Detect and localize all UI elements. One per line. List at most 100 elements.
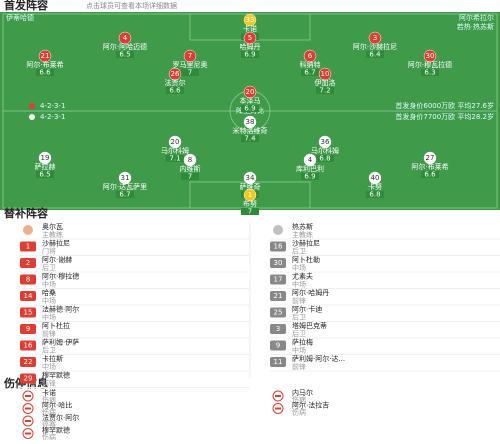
player-number: 4 <box>123 34 128 42</box>
player-jersey[interactable] <box>38 49 52 63</box>
away-team: 阿尔希拉尔 <box>459 13 494 22</box>
player-jersey[interactable] <box>243 13 257 27</box>
player-rating: 6.6 <box>39 69 51 77</box>
player-jersey[interactable] <box>243 171 257 185</box>
player-name: 伊加洛 <box>315 78 336 87</box>
player-number: 4 <box>308 156 313 164</box>
player-name: 科纳特 <box>300 60 321 69</box>
sub-note: 中场 <box>292 346 306 355</box>
sub-number: 17 <box>274 276 283 284</box>
rating-box <box>241 135 259 142</box>
sub-name: 塔姆巴克蒂 <box>292 321 327 330</box>
sub-note: 主教练 <box>42 230 63 239</box>
player-jersey[interactable] <box>168 135 182 149</box>
sub-number: 3 <box>276 325 280 333</box>
player-name: 萨维奇 <box>240 182 261 191</box>
sub-number: 2 <box>26 259 30 267</box>
player-jersey[interactable] <box>38 151 52 165</box>
sub-number: 8 <box>26 276 30 284</box>
player-name: 马尔科姆 <box>161 146 189 155</box>
sub-name: 沙赫拉尼 <box>42 239 70 248</box>
sub-name: 萨拉梅 <box>292 338 313 347</box>
injury-name: 阿尔·法拉吉 <box>292 401 329 410</box>
player-number: 8 <box>188 156 192 164</box>
injury-note: 停赛 <box>42 420 56 429</box>
sub-number: 21 <box>274 292 283 300</box>
player-jersey[interactable] <box>243 188 257 202</box>
player-number: 40 <box>371 174 380 182</box>
number-badge <box>20 258 36 268</box>
rating-box <box>181 173 199 180</box>
sub-note: 中场 <box>42 362 56 371</box>
injury-mark <box>275 395 281 397</box>
section-title: 替补阵容 <box>4 206 48 220</box>
player-jersey[interactable] <box>183 49 197 63</box>
player-jersey[interactable] <box>168 67 182 81</box>
player-jersey[interactable] <box>303 49 317 63</box>
sub-number: 29 <box>24 375 33 383</box>
player-name: 马尔科姆 <box>311 146 339 155</box>
player-name: 布努 <box>243 199 257 208</box>
player-jersey[interactable] <box>303 153 317 167</box>
player-jersey[interactable] <box>243 31 257 45</box>
injury-note: 伤病 <box>42 395 56 404</box>
player-name: 阿尔·沙赫拉尼 <box>353 42 397 51</box>
player-number: 36 <box>321 138 330 146</box>
sub-name: 阿尔·穆拉德 <box>42 272 79 281</box>
rating-box <box>316 87 334 94</box>
number-badge <box>20 373 36 384</box>
rating-box <box>301 69 319 76</box>
player-name: 卡诺 <box>243 24 257 33</box>
avatar <box>273 225 283 235</box>
player-rating: 6.8 <box>369 191 380 199</box>
player-name: 阿尔·阿哈迈德 <box>103 42 147 51</box>
player-number: 3 <box>373 34 377 42</box>
player-jersey[interactable] <box>423 151 437 165</box>
team-icon <box>29 114 35 120</box>
player-jersey[interactable] <box>118 31 132 45</box>
sub-name: 阿卜杜勒 <box>292 255 320 264</box>
player-jersey[interactable] <box>318 67 332 81</box>
number-badge <box>20 340 36 351</box>
number-badge <box>270 307 286 318</box>
sub-name: 阿卜杜拉 <box>42 321 70 330</box>
sub-number: 16 <box>24 342 33 350</box>
away-coach: 若热·热苏斯 <box>457 22 494 31</box>
rating-box <box>241 208 259 215</box>
player-jersey[interactable] <box>118 171 132 185</box>
sub-number: 30 <box>274 259 283 267</box>
player-rating: 6.5 <box>119 51 130 59</box>
rating-box <box>181 69 199 76</box>
player-jersey[interactable] <box>243 115 257 129</box>
player-number: 27 <box>426 154 435 162</box>
player-jersey[interactable] <box>423 49 437 63</box>
home-team: 伊蒂哈德 <box>6 13 34 22</box>
sub-note: 前锋 <box>42 379 56 388</box>
player-jersey[interactable] <box>243 85 257 99</box>
player-rating: 7.2 <box>319 87 330 95</box>
sub-number: 9 <box>26 325 30 333</box>
number-badge <box>20 291 36 301</box>
player-name: 本泽马 <box>240 96 261 105</box>
player-name: 阿尔·布莱希 <box>26 60 63 69</box>
number-badge <box>20 307 36 318</box>
player-number: 7 <box>188 52 192 60</box>
player-jersey[interactable] <box>318 135 332 149</box>
sub-number: 16 <box>274 243 283 251</box>
sub-name: 穆罕默德 <box>42 371 70 380</box>
sub-name: 热苏斯 <box>292 222 313 231</box>
sub-note: 主教练 <box>292 230 313 239</box>
sub-note: 中场 <box>42 296 56 305</box>
player-jersey[interactable] <box>368 31 382 45</box>
player-name: 哈姆丹 <box>240 42 261 51</box>
player-jersey[interactable] <box>183 153 197 167</box>
player-jersey[interactable] <box>368 171 382 185</box>
injury-name: 内马尔 <box>292 388 313 397</box>
player-number: 19 <box>41 154 50 162</box>
sub-name: 卡拉斯 <box>42 354 63 363</box>
rating-box <box>166 87 184 94</box>
number-badge <box>20 274 36 285</box>
section-title: 首发阵容 <box>4 0 48 12</box>
player-number: 21 <box>41 52 50 60</box>
sub-name: 奥尔瓦 <box>42 222 63 231</box>
